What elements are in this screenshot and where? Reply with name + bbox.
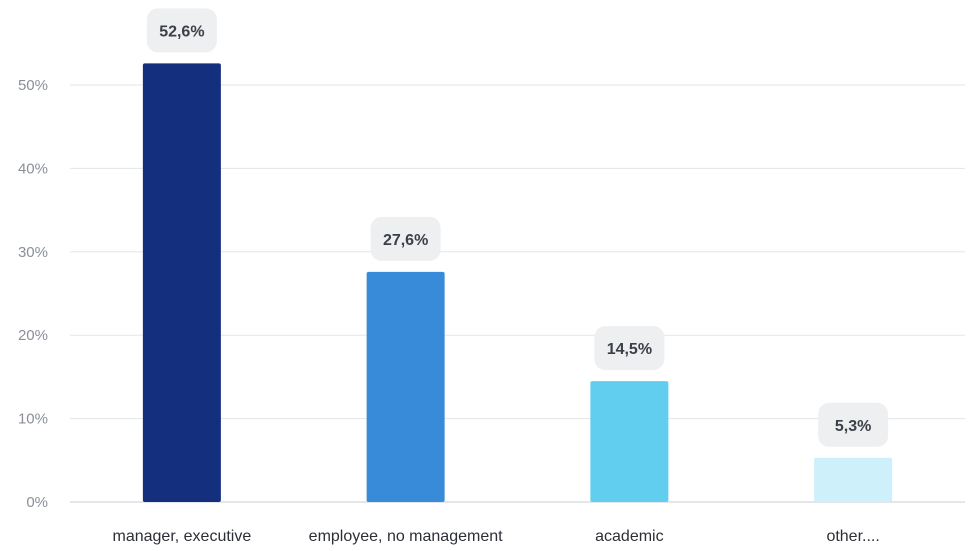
y-tick-label: 0% (26, 494, 48, 511)
data-label: 14,5% (607, 341, 652, 358)
data-label-badge (370, 216, 441, 261)
y-tick-label: 10% (18, 411, 48, 428)
data-label: 52,6% (159, 23, 204, 40)
data-label-badge (818, 402, 889, 447)
data-label: 27,6% (383, 232, 428, 249)
x-axis-categories: manager, executive employee, no managemen… (113, 528, 880, 545)
bars (142, 63, 893, 502)
data-label: 5,3% (835, 418, 871, 435)
y-tick-label: 50% (18, 77, 48, 94)
data-label-badge (146, 8, 217, 53)
bar[interactable] (590, 381, 669, 502)
bar[interactable] (366, 271, 445, 502)
y-tick-label: 30% (18, 244, 48, 261)
category-label: academic (595, 528, 663, 545)
category-label: other.... (826, 528, 879, 545)
category-label: employee, no management (309, 528, 503, 545)
y-tick-label: 40% (18, 160, 48, 177)
data-labels: 52,6% 27,6% 14,5% 5,3% (146, 8, 889, 447)
bar[interactable] (814, 457, 893, 502)
category-label: manager, executive (113, 528, 252, 545)
y-axis-ticks: 0% 10% 20% 30% 40% 50% (18, 77, 48, 511)
data-label-badge (594, 326, 665, 371)
bar[interactable] (142, 63, 221, 502)
y-tick-label: 20% (18, 327, 48, 344)
